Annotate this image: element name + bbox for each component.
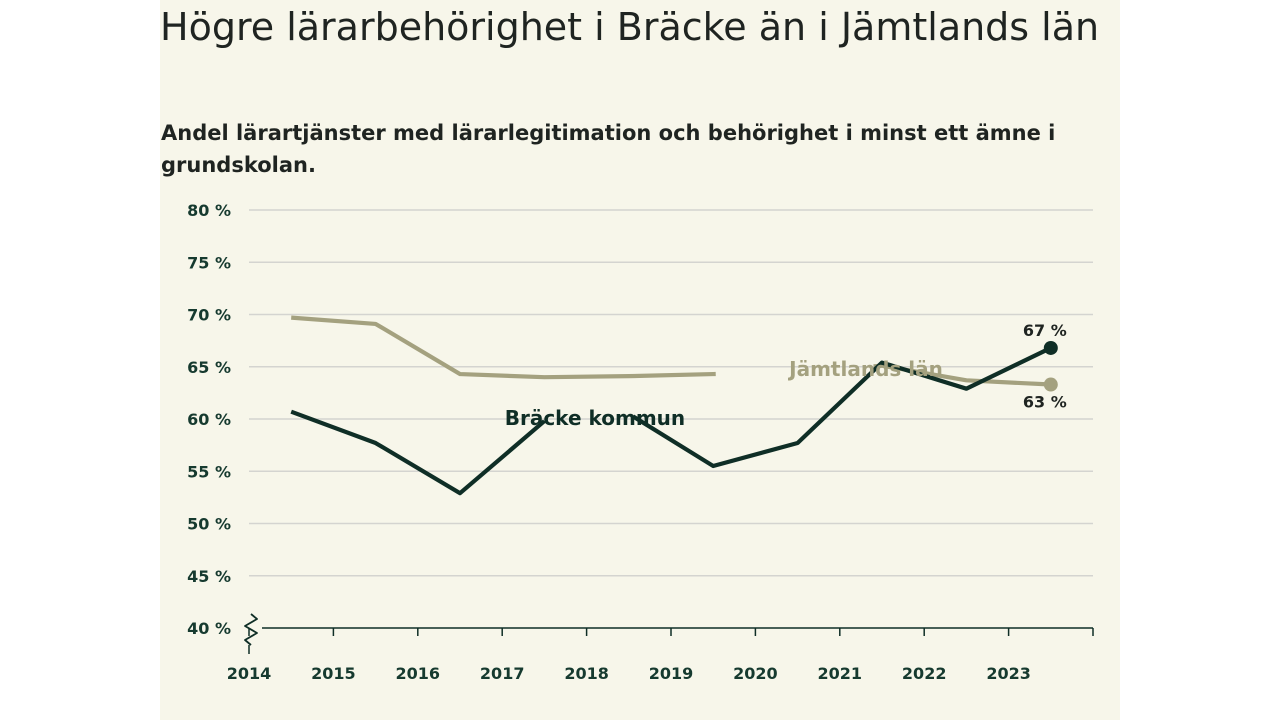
x-tick-label: 2020 <box>733 664 778 683</box>
end-value-label: 63 % <box>1023 393 1067 412</box>
y-tick-label: 45 % <box>187 567 231 586</box>
series-line <box>290 409 546 496</box>
x-tick-label: 2017 <box>480 664 525 683</box>
y-tick-label: 55 % <box>187 462 231 481</box>
series-lines <box>290 315 1058 496</box>
x-tick-label: 2016 <box>396 664 441 683</box>
x-tick-label: 2022 <box>902 664 947 683</box>
gridlines <box>249 209 1093 577</box>
y-tick-label: 60 % <box>187 410 231 429</box>
series-end-point <box>1043 340 1058 355</box>
x-tick-label: 2021 <box>818 664 863 683</box>
y-axis-ticks: 40 % 45 % 50 % 55 % 60 % 65 % 70 % 75 % 80 % <box>187 201 231 638</box>
x-axis: 2014 2015 2016 2017 2018 2019 2020 2021 2022 2023 <box>227 613 1094 683</box>
x-tick-label: 2014 <box>227 664 272 683</box>
series-labels: Jämtlands län 63 % Bräcke kommun 67 % <box>505 321 1067 430</box>
y-tick-label: 70 % <box>187 306 231 325</box>
y-tick-label: 75 % <box>187 253 231 272</box>
series-label: Bräcke kommun <box>505 406 685 430</box>
chart-panel <box>160 0 1120 720</box>
series-line <box>631 346 1052 469</box>
chart-title: Högre lärarbehörighet i Bräcke än i Jämt… <box>160 5 1100 49</box>
series-label: Jämtlands län <box>787 357 943 381</box>
axis-break-icon <box>244 613 258 646</box>
y-tick-label: 65 % <box>187 358 231 377</box>
end-value-label: 67 % <box>1023 321 1067 340</box>
series-end-point <box>1043 377 1058 392</box>
x-tick-label: 2015 <box>311 664 356 683</box>
y-tick-label: 40 % <box>187 619 231 638</box>
y-tick-label: 50 % <box>187 515 231 534</box>
x-tick-label: 2023 <box>986 664 1031 683</box>
x-tick-label: 2018 <box>564 664 609 683</box>
chart-subtitle: Andel lärartjänster med lärarlegitimatio… <box>161 121 1056 177</box>
y-tick-label: 80 % <box>187 201 231 220</box>
x-tick-label: 2019 <box>649 664 694 683</box>
series-line <box>291 315 716 380</box>
